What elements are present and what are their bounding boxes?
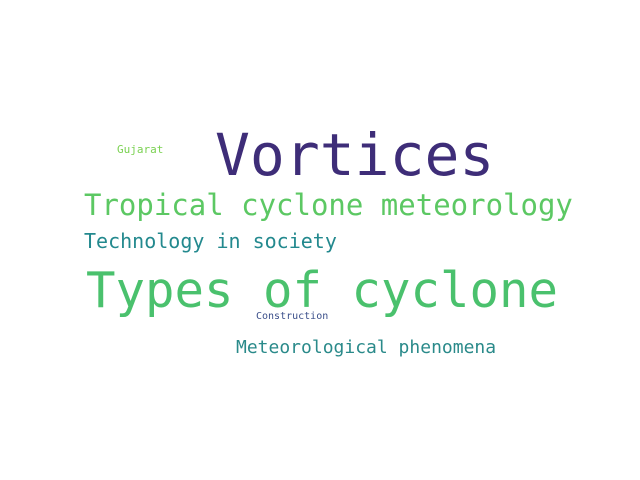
word-technology-in-society: Technology in society bbox=[84, 229, 337, 253]
word-construction: Construction bbox=[256, 311, 329, 322]
word-vortices: Vortices bbox=[215, 121, 495, 189]
word-gujarat: Gujarat bbox=[117, 143, 164, 156]
word-types-of-cyclone: Types of cyclone bbox=[86, 262, 559, 319]
word-meteorological-phenomena: Meteorological phenomena bbox=[236, 337, 497, 358]
word-tropical-cyclone-meteorology: Tropical cyclone meteorology bbox=[84, 188, 573, 222]
